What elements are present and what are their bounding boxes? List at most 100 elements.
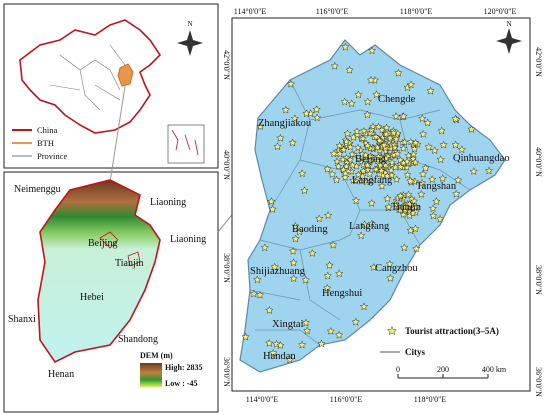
attraction: [359, 302, 369, 311]
attraction: [289, 258, 298, 267]
attraction: [418, 169, 428, 178]
attraction: [412, 203, 421, 211]
attraction: [424, 142, 433, 151]
attraction: [436, 155, 445, 164]
attraction: [349, 176, 358, 185]
attraction: [396, 162, 405, 171]
attraction: [435, 214, 445, 223]
dem-legend-title: DEM (m): [140, 351, 173, 360]
attraction: [265, 305, 274, 314]
attraction: [312, 113, 322, 122]
attraction: [332, 175, 341, 184]
attraction: [359, 167, 368, 175]
attraction: [302, 326, 312, 335]
attraction: [361, 151, 370, 159]
attraction: [377, 166, 386, 175]
attraction: [297, 340, 307, 349]
attraction: [363, 161, 372, 169]
attraction: [383, 194, 392, 203]
province-lines: [49, 44, 126, 111]
attraction: [264, 338, 274, 347]
attraction: [281, 105, 291, 114]
attraction: [438, 174, 447, 183]
attraction: [484, 166, 494, 175]
attraction: [354, 90, 363, 99]
attraction: [359, 126, 368, 135]
attraction: [381, 154, 390, 162]
attraction: [343, 129, 352, 138]
scale-label: 400 km: [482, 365, 507, 374]
attraction: [388, 158, 397, 166]
attraction: [363, 141, 372, 150]
region-label: Beijing: [88, 238, 117, 249]
attraction: [365, 169, 374, 178]
lon-tick: 120°0'0"E: [484, 7, 517, 16]
attraction: [256, 122, 265, 131]
attraction: [363, 97, 373, 106]
south-sea-box: [167, 124, 205, 164]
lon-tick: 116°0'0"E: [330, 395, 363, 404]
attraction: [326, 326, 336, 335]
attraction: [411, 224, 420, 233]
attraction: [366, 75, 376, 84]
attraction: [345, 65, 354, 74]
attraction: [367, 198, 376, 207]
attraction: [334, 330, 344, 339]
boundary: [309, 109, 441, 121]
attraction: [323, 271, 333, 280]
attraction: [406, 80, 416, 89]
attraction: [411, 158, 420, 166]
attraction: [302, 109, 311, 118]
attraction: [328, 240, 338, 249]
boundary: [255, 329, 321, 346]
attraction: [356, 231, 366, 240]
attraction: [417, 114, 427, 123]
region-label: Liaoning: [170, 234, 206, 245]
city-label: Xingtai: [272, 319, 304, 330]
attraction: [403, 157, 412, 165]
attraction: [382, 123, 391, 132]
lon-tick: 114°0'0"E: [234, 7, 267, 16]
attraction: [392, 175, 401, 183]
attraction: [363, 165, 372, 174]
region-label: Henan: [48, 369, 74, 380]
attraction: [439, 140, 448, 149]
attraction: [334, 162, 343, 170]
attraction: [421, 163, 430, 172]
attraction: [288, 138, 297, 147]
attraction: [300, 186, 309, 195]
attraction: [288, 246, 298, 255]
attraction: [409, 209, 417, 217]
city-label: Zhangjiakou: [258, 118, 312, 129]
attraction: [386, 273, 395, 282]
boundary: [299, 159, 361, 236]
attraction: [368, 122, 377, 131]
attraction: [469, 166, 479, 176]
region-label: Tianjin: [115, 258, 144, 269]
attraction: [406, 137, 415, 146]
attraction: [297, 169, 307, 178]
attraction: [341, 169, 350, 177]
city-label: Cangzhou: [375, 263, 418, 274]
attraction: [323, 283, 332, 292]
north-arrow: [496, 28, 522, 54]
city-label: Langfang: [349, 221, 390, 232]
attraction: [289, 274, 298, 283]
attraction: [301, 318, 311, 327]
attraction: [339, 145, 348, 154]
attraction: [375, 136, 384, 145]
attraction: [406, 226, 415, 235]
attraction: [404, 190, 413, 199]
attraction: [411, 138, 420, 147]
attraction: [377, 125, 386, 134]
attraction: [418, 129, 428, 138]
attraction: [276, 340, 285, 350]
attraction: [268, 348, 278, 357]
attraction: [385, 259, 395, 268]
attraction: [323, 210, 333, 220]
attraction: [381, 161, 390, 169]
attraction: [273, 142, 282, 151]
dem-legend-high: High: 2835: [165, 363, 203, 372]
attraction: [358, 134, 367, 142]
lon-tick: 114°0'0"E: [246, 395, 279, 404]
